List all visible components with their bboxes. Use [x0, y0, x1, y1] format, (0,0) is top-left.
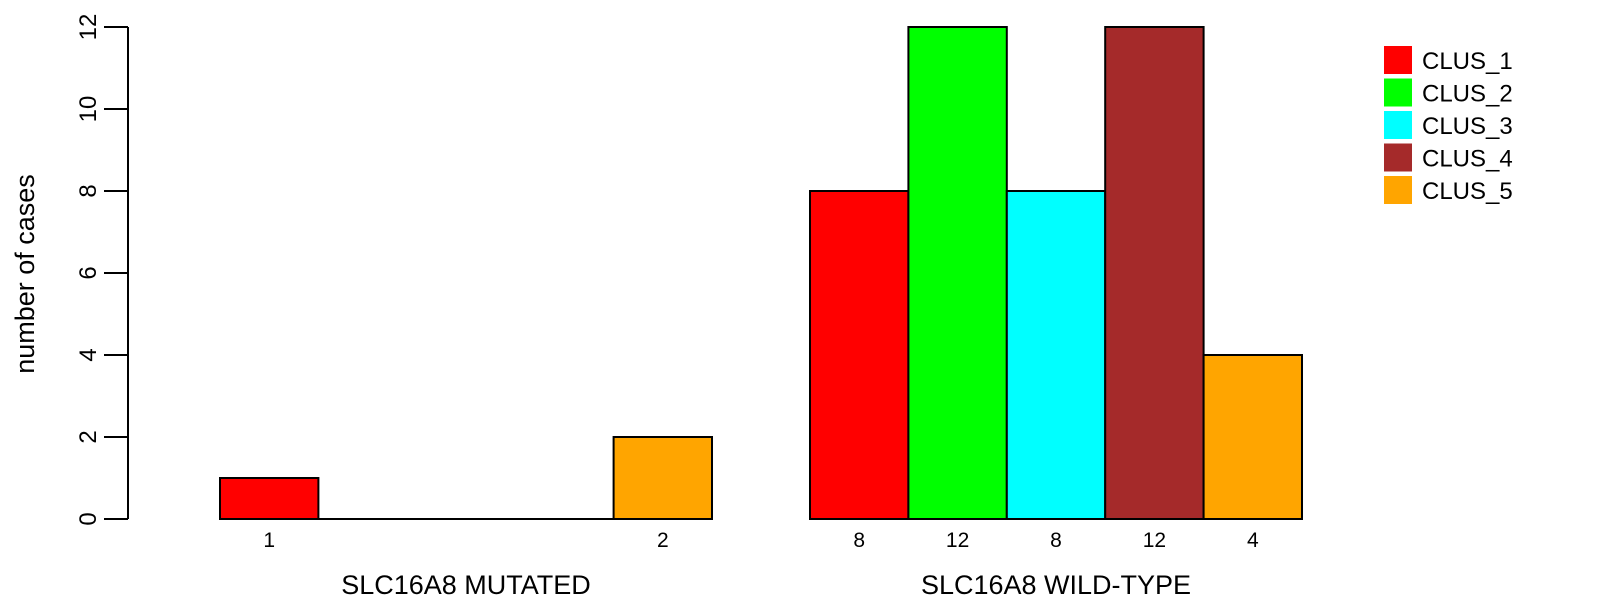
bars	[219, 26, 1303, 520]
bar-count-label: 1	[263, 529, 275, 552]
group-label: SLC16A8 WILD-TYPE	[921, 570, 1191, 600]
y-tick-label: 12	[75, 14, 102, 41]
bar-count-label: 12	[1143, 529, 1166, 552]
y-tick-label: 8	[75, 184, 102, 197]
legend: CLUS_1 CLUS_2 CLUS_3 CLUS_4 CLUS_5	[1384, 46, 1513, 205]
bar-clus-3-wild-type	[1005, 190, 1107, 520]
y-axis: 0 2 4 6 8 10 12	[75, 14, 129, 526]
legend-swatch	[1384, 176, 1412, 204]
group-labels: SLC16A8 MUTATED SLC16A8 WILD-TYPE	[341, 570, 1191, 600]
legend-label: CLUS_1	[1422, 48, 1513, 75]
y-tick-label: 4	[75, 348, 102, 361]
legend-swatch	[1384, 111, 1412, 139]
bar-count-label: 2	[657, 529, 669, 552]
y-axis-title: number of cases	[10, 174, 40, 374]
legend-label: CLUS_4	[1422, 146, 1513, 173]
legend-label: CLUS_5	[1422, 178, 1513, 205]
bar-clus-5-wild-type	[1202, 354, 1303, 520]
bar-count-label: 12	[946, 529, 969, 552]
y-tick-label: 0	[75, 512, 102, 525]
y-tick-label: 6	[75, 266, 102, 279]
bar-clus-4-wild-type	[1104, 26, 1205, 520]
legend-swatch	[1384, 78, 1412, 107]
bar-clus-2-wild-type	[907, 26, 1008, 520]
y-tick-label: 10	[75, 96, 102, 123]
legend-swatch	[1384, 46, 1412, 74]
legend-swatch	[1384, 143, 1412, 172]
legend-label: CLUS_3	[1422, 113, 1513, 140]
bar-count-label: 8	[853, 529, 865, 552]
bar-clus-1-wild-type	[809, 190, 910, 520]
legend-label: CLUS_2	[1422, 81, 1513, 108]
y-tick-label: 2	[75, 430, 102, 443]
bar-clus-1-mutated	[219, 477, 320, 520]
bar-count-label: 4	[1247, 529, 1259, 552]
bar-count-label: 8	[1050, 529, 1062, 552]
bar-clus-5-mutated	[612, 436, 713, 520]
group-label: SLC16A8 MUTATED	[341, 570, 591, 600]
bar-count-labels: 1 2 8 12 8 12 4	[263, 529, 1259, 552]
